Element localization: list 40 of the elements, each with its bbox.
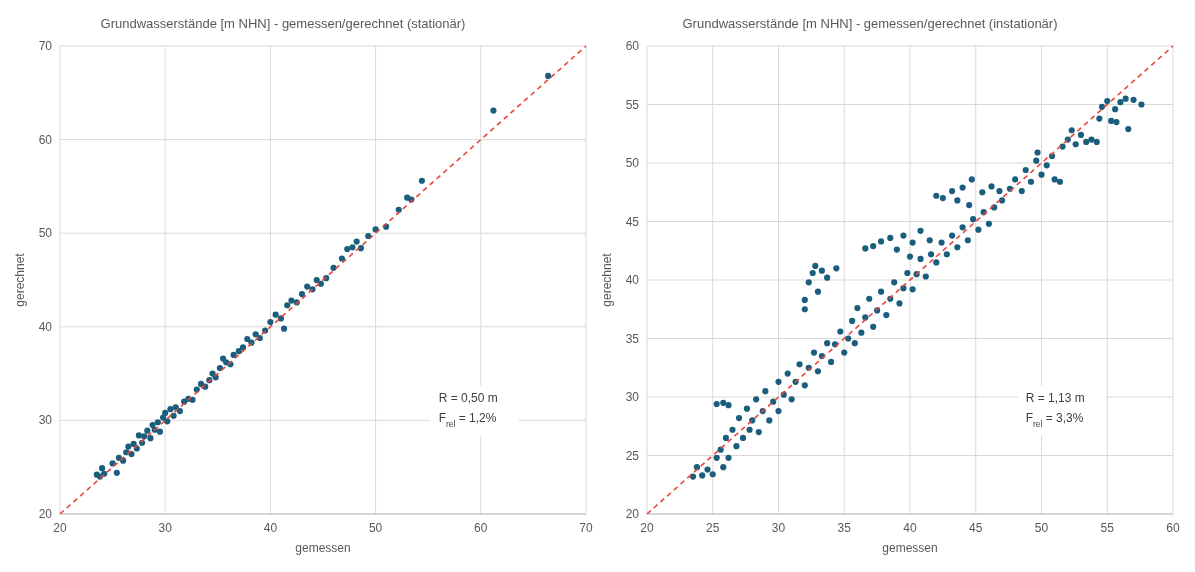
x-tick-label: 35 bbox=[837, 521, 852, 535]
x-tick-label: 70 bbox=[579, 521, 593, 535]
x-axis-title: gemessen bbox=[882, 541, 938, 555]
y-tick-label: 30 bbox=[625, 390, 640, 404]
annotation: F$_{rel}$ = 3,3% bbox=[1025, 410, 1084, 429]
y-tick-label: 20 bbox=[38, 507, 53, 521]
annotation: F$_{rel}$ = 1,2% bbox=[438, 410, 497, 429]
x-tick-label: 60 bbox=[474, 521, 488, 535]
x-tick-label: 30 bbox=[158, 521, 173, 535]
y-tick-label: 25 bbox=[625, 448, 640, 463]
y-tick-label: 50 bbox=[38, 226, 53, 241]
y-tick-label: 55 bbox=[625, 97, 640, 112]
y-axis-title: gerechnet bbox=[600, 252, 614, 307]
chart-title: Grundwasserstände [m NHN] - gemessen/gerechnet (instationär) bbox=[682, 16, 1058, 31]
y-tick-label: 20 bbox=[625, 507, 640, 521]
x-tick-label: 60 bbox=[1166, 521, 1180, 535]
x-tick-label: 50 bbox=[1034, 521, 1049, 535]
y-tick-label: 50 bbox=[625, 156, 640, 170]
x-tick-label: 20 bbox=[640, 521, 654, 535]
y-axis-title: gerechnet bbox=[13, 252, 27, 307]
y-tick-label: 40 bbox=[625, 273, 640, 287]
x-axis-title: gemessen bbox=[295, 541, 351, 555]
x-tick-label: 25 bbox=[706, 521, 720, 535]
annotation: R = 0,50 m bbox=[438, 390, 498, 405]
y-tick-label: 30 bbox=[38, 413, 53, 428]
x-tick-label: 20 bbox=[53, 521, 67, 535]
x-tick-label: 30 bbox=[771, 521, 786, 535]
y-tick-label: 60 bbox=[38, 132, 53, 147]
x-tick-label: 40 bbox=[263, 521, 278, 535]
y-tick-label: 40 bbox=[38, 319, 53, 334]
y-tick-label: 35 bbox=[625, 331, 640, 346]
annotation: R = 1,13 m bbox=[1025, 390, 1085, 405]
x-tick-label: 45 bbox=[969, 521, 983, 535]
y-tick-label: 45 bbox=[625, 214, 640, 229]
chart-title: Grundwasserstände [m NHN] - gemessen/gerechnet (stationär) bbox=[100, 16, 466, 31]
y-tick-label: 60 bbox=[625, 39, 640, 53]
x-tick-label: 40 bbox=[903, 521, 917, 535]
x-tick-label: 55 bbox=[1100, 521, 1115, 535]
y-tick-label: 70 bbox=[38, 39, 53, 53]
x-tick-label: 50 bbox=[368, 521, 383, 535]
